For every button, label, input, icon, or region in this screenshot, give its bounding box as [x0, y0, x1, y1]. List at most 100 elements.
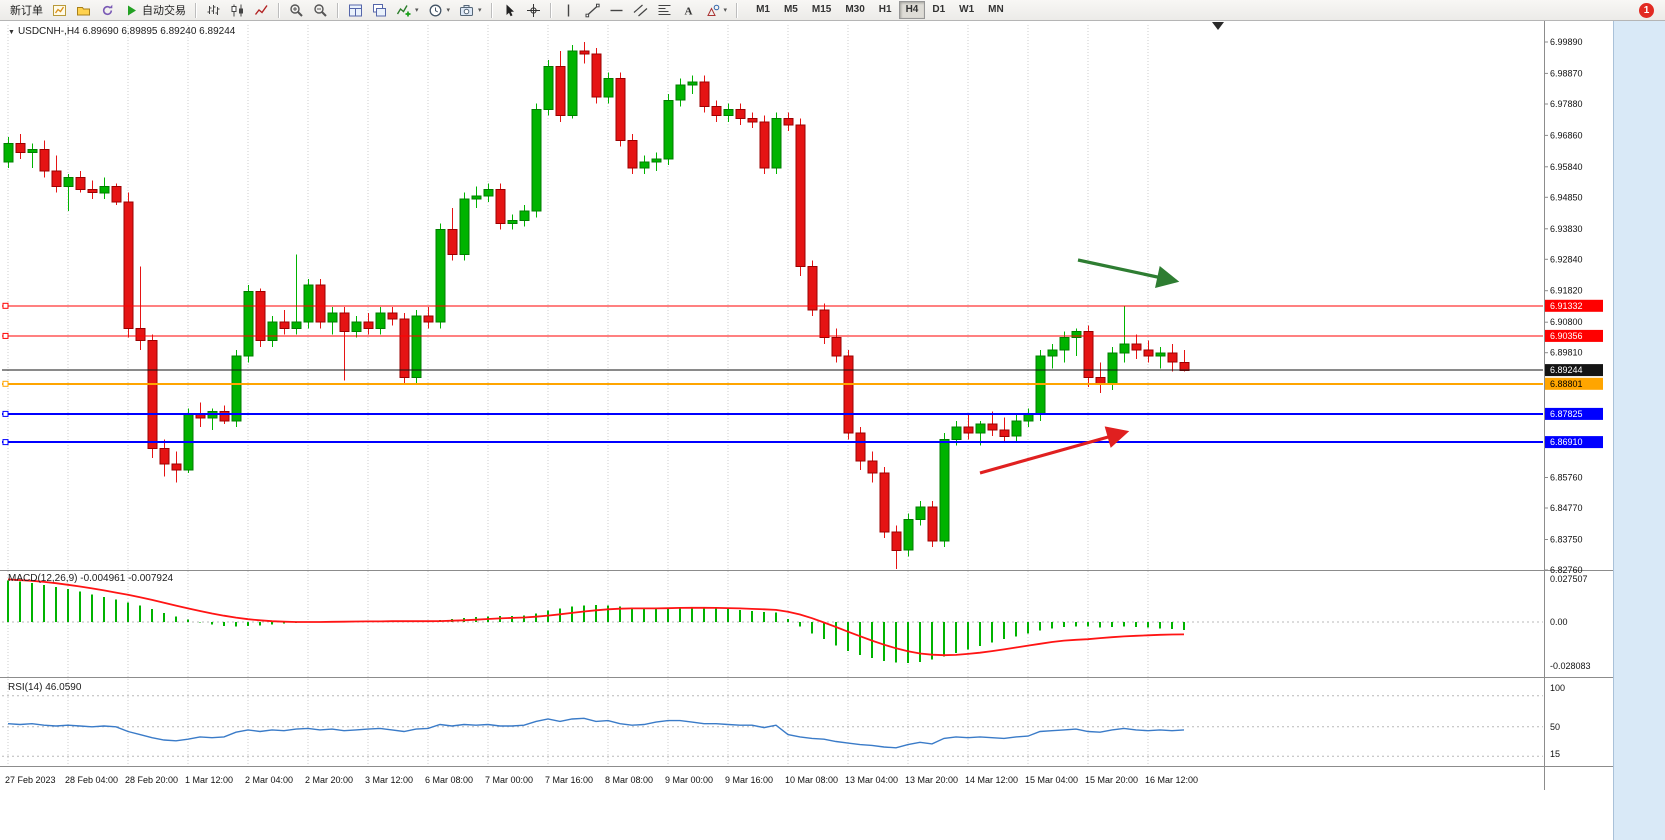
- rsi-line: [7, 717, 1185, 749]
- candle: [363, 312, 374, 335]
- tf-button-m30[interactable]: M30: [845, 4, 865, 15]
- chevron-down-icon[interactable]: ▾: [478, 7, 482, 14]
- bars-icon: [207, 4, 220, 15]
- candle: [423, 306, 434, 329]
- auto-trading-button[interactable]: 自动交易: [120, 1, 190, 19]
- candle: [555, 50, 566, 122]
- tf-button-m1[interactable]: M1: [756, 4, 770, 15]
- chevron-down-icon[interactable]: ▾: [723, 7, 728, 14]
- vertical-line-button[interactable]: [557, 1, 580, 19]
- clock-icon: [429, 4, 441, 16]
- channel-button[interactable]: [629, 1, 652, 19]
- green-arrow[interactable]: [1077, 258, 1180, 288]
- chart-collapse-icon[interactable]: ▼: [8, 29, 15, 36]
- svg-text:6.99890: 6.99890: [1550, 37, 1583, 47]
- svg-text:6.93830: 6.93830: [1550, 224, 1583, 234]
- svg-text:6.97880: 6.97880: [1550, 99, 1583, 109]
- svg-text:14 Mar 12:00: 14 Mar 12:00: [965, 775, 1018, 785]
- new-order-button-label: 新订单: [10, 5, 43, 17]
- candle: [747, 112, 758, 128]
- chart-shift-marker[interactable]: [1212, 22, 1224, 30]
- svg-text:15 Mar 20:00: 15 Mar 20:00: [1085, 775, 1138, 785]
- hline-handle[interactable]: [2, 410, 9, 417]
- tile-windows-button[interactable]: [344, 1, 367, 19]
- candle: [783, 112, 794, 132]
- text-button[interactable]: A: [677, 1, 700, 19]
- tf-button-m5[interactable]: M5: [783, 4, 798, 15]
- arrows-button[interactable]: ▾: [701, 1, 732, 19]
- candle: [699, 75, 710, 113]
- templates-button[interactable]: ▾: [455, 1, 486, 19]
- cursor-button[interactable]: [498, 1, 521, 19]
- bar-chart-button[interactable]: [202, 1, 225, 19]
- tf-button-w1[interactable]: W1: [959, 4, 975, 15]
- candle: [39, 140, 50, 178]
- svg-text:6 Mar 08:00: 6 Mar 08:00: [425, 775, 473, 785]
- hline-handle[interactable]: [2, 439, 9, 446]
- svg-text:0.027507: 0.027507: [1550, 574, 1588, 584]
- candle: [435, 223, 446, 329]
- shapes-icon: [706, 4, 719, 16]
- rsi-label: RSI(14) 46.0590: [8, 682, 82, 693]
- notification-badge[interactable]: 1: [1639, 3, 1654, 18]
- toolbar-separator: [736, 2, 739, 18]
- candle: [531, 103, 542, 218]
- tf-button-h1[interactable]: H1: [878, 4, 892, 15]
- zoom-in-button[interactable]: [285, 1, 308, 19]
- horizontal-line[interactable]: [2, 410, 1543, 417]
- indicators-button[interactable]: ▾: [392, 1, 423, 19]
- refresh-button[interactable]: [96, 1, 119, 19]
- red-arrow[interactable]: [979, 426, 1130, 475]
- toolbar-separator: [278, 2, 280, 18]
- horizontal-line[interactable]: [2, 380, 1543, 387]
- indicator-icon: [396, 4, 411, 16]
- new-chart-button[interactable]: [48, 1, 71, 19]
- hline-handle[interactable]: [2, 380, 9, 387]
- horizontal-line-button[interactable]: [605, 1, 628, 19]
- chevron-down-icon[interactable]: ▾: [415, 7, 419, 14]
- crosshair-icon: [526, 3, 540, 17]
- svg-text:9 Mar 00:00: 9 Mar 00:00: [665, 775, 713, 785]
- crosshair-button[interactable]: [522, 1, 545, 19]
- svg-text:6.89810: 6.89810: [1550, 348, 1583, 358]
- candle: [255, 288, 266, 347]
- rsi-levels: [2, 695, 1543, 757]
- svg-text:2 Mar 04:00: 2 Mar 04:00: [245, 775, 293, 785]
- periods-button[interactable]: ▾: [424, 1, 455, 19]
- new-order-button[interactable]: 新订单: [6, 1, 47, 19]
- hline-handle[interactable]: [2, 332, 9, 339]
- candle: [987, 411, 998, 437]
- profiles-button[interactable]: [72, 1, 95, 19]
- candle: [927, 501, 938, 548]
- line-chart-button[interactable]: [250, 1, 273, 19]
- tf-button-m15[interactable]: M15: [811, 4, 832, 15]
- candle: [843, 349, 854, 440]
- candlestick-chart-button[interactable]: [226, 1, 249, 19]
- svg-text:7 Mar 16:00: 7 Mar 16:00: [545, 775, 593, 785]
- fibonacci-button[interactable]: [653, 1, 676, 19]
- trendline-button[interactable]: [581, 1, 604, 19]
- tf-button-h4[interactable]: H4: [898, 1, 926, 19]
- candle: [63, 174, 74, 212]
- svg-text:A: A: [684, 5, 692, 17]
- cascade-windows-button[interactable]: [368, 1, 391, 19]
- svg-text:6.83750: 6.83750: [1550, 535, 1583, 545]
- macd-histogram: [7, 580, 1185, 663]
- candle: [315, 279, 326, 329]
- tf-button-mn[interactable]: MN: [988, 4, 1004, 15]
- candle: [1035, 349, 1046, 421]
- zoom-out-button[interactable]: [309, 1, 332, 19]
- refresh-icon: [102, 4, 113, 15]
- svg-text:9 Mar 16:00: 9 Mar 16:00: [725, 775, 773, 785]
- hline-handle[interactable]: [2, 302, 9, 309]
- tf-button-d1[interactable]: D1: [932, 4, 946, 15]
- horizontal-line[interactable]: [2, 332, 1543, 339]
- horizontal-line[interactable]: [2, 302, 1543, 309]
- candle: [51, 155, 62, 193]
- horizontal-line[interactable]: [2, 439, 1543, 446]
- candle: [471, 186, 482, 209]
- svg-text:28 Feb 04:00: 28 Feb 04:00: [65, 775, 118, 785]
- candle: [27, 143, 38, 169]
- chevron-down-icon[interactable]: ▾: [446, 7, 451, 14]
